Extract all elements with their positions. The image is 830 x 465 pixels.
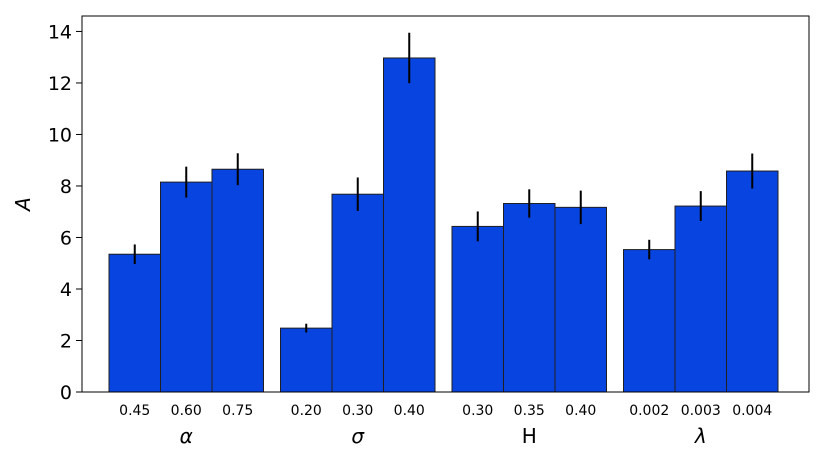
- bar: [280, 327, 333, 393]
- bar: [451, 225, 504, 393]
- y-tick-label: 8: [60, 176, 72, 198]
- bars-layer: [108, 57, 779, 393]
- group-label: H: [522, 424, 537, 448]
- y-tick-label: 4: [60, 279, 72, 301]
- x-tick-label: 0.75: [222, 403, 253, 419]
- y-axis: 0 2 4 6 8 10 12 14: [48, 21, 82, 404]
- y-tick-label: 2: [60, 330, 72, 352]
- group-label: α: [180, 424, 193, 448]
- x-tick-label: 0.45: [119, 403, 150, 419]
- bar: [623, 249, 676, 393]
- group-label: λ: [694, 424, 707, 448]
- bar: [383, 57, 436, 393]
- x-tick-label: 0.30: [462, 403, 493, 419]
- x-tick-label: 0.003: [681, 403, 721, 419]
- y-tick-label: 10: [48, 124, 72, 146]
- y-tick-label: 14: [48, 21, 72, 43]
- x-tick-label: 0.20: [291, 403, 322, 419]
- x-axis: 0.45 0.60 0.75 α 0.20 0.30 0.40 σ 0.30 0.35 0.40 H 0…: [119, 403, 772, 448]
- plot-frame: [81, 15, 810, 393]
- x-tick-label: 0.40: [394, 403, 425, 419]
- x-tick-label: 0.002: [629, 403, 669, 419]
- y-tick-label: 12: [48, 73, 72, 95]
- y-axis-label: A: [11, 197, 35, 213]
- bar: [726, 170, 779, 393]
- x-tick-label: 0.60: [171, 403, 202, 419]
- x-tick-label: 0.40: [565, 403, 596, 419]
- y-tick-label: 6: [60, 227, 72, 249]
- x-tick-label: 0.004: [732, 403, 772, 419]
- bar: [554, 206, 607, 393]
- error-bars-layer: [133, 32, 754, 333]
- y-tick-label: 0: [60, 382, 72, 404]
- bar: [108, 253, 161, 393]
- group-label: σ: [351, 424, 365, 448]
- x-tick-label: 0.35: [514, 403, 545, 419]
- x-tick-label: 0.30: [342, 403, 373, 419]
- bar: [211, 168, 264, 393]
- bar: [674, 205, 727, 393]
- bar: [331, 193, 384, 393]
- bar: [503, 202, 556, 393]
- bar: [160, 181, 213, 393]
